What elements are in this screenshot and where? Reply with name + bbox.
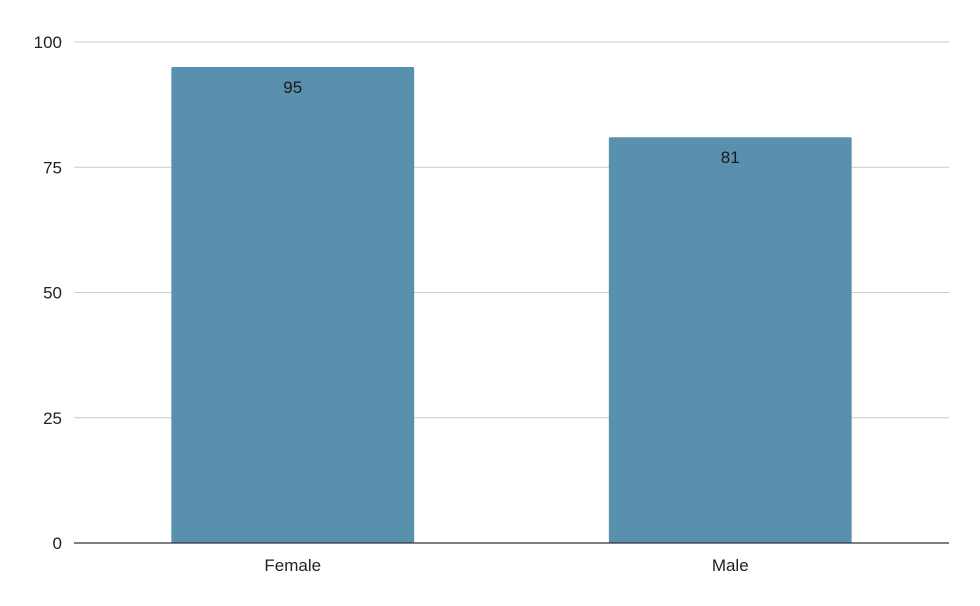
y-tick-label: 50 bbox=[43, 284, 62, 303]
bars bbox=[171, 67, 852, 544]
bar-female bbox=[171, 67, 415, 544]
bar-male bbox=[608, 137, 852, 543]
data-labels: 95 81 bbox=[283, 78, 739, 167]
x-tick-label: Female bbox=[264, 556, 321, 575]
data-label-female: 95 bbox=[283, 78, 302, 97]
y-tick-label: 75 bbox=[43, 158, 62, 177]
y-tick-label: 25 bbox=[43, 409, 62, 428]
y-axis-ticks: 0 25 50 75 100 bbox=[34, 33, 62, 553]
x-tick-label: Male bbox=[712, 556, 749, 575]
y-tick-label: 0 bbox=[53, 534, 62, 553]
x-axis-ticks: Female Male bbox=[264, 556, 748, 575]
y-tick-label: 100 bbox=[34, 33, 62, 52]
data-label-male: 81 bbox=[721, 148, 740, 167]
